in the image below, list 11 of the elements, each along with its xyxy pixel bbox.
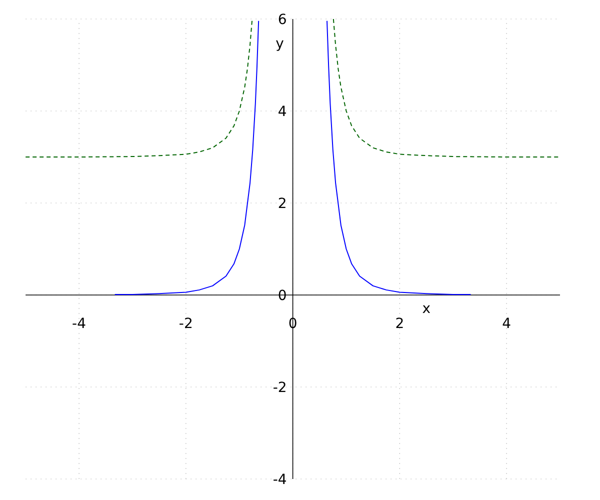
x-tick-label: 2 bbox=[395, 316, 404, 332]
y-axis-title: y bbox=[276, 36, 284, 52]
y-tick-label: 4 bbox=[278, 104, 287, 120]
x-tick-label: -4 bbox=[72, 316, 86, 332]
y-tick-label: -2 bbox=[272, 380, 287, 396]
x-tick-label: 4 bbox=[502, 316, 512, 332]
y-tick-label: -4 bbox=[272, 472, 287, 488]
x-tick-label: -2 bbox=[178, 316, 193, 332]
y-tick-label: 6 bbox=[278, 12, 287, 28]
x-axis-title: x bbox=[422, 301, 431, 317]
y-tick-label: 2 bbox=[278, 196, 287, 212]
